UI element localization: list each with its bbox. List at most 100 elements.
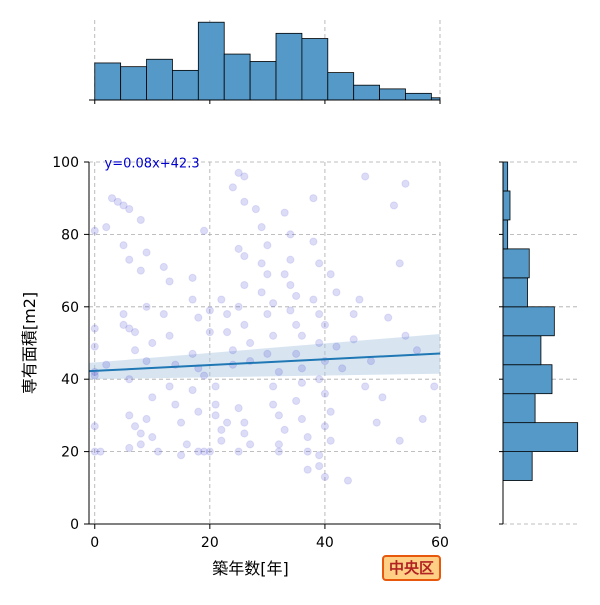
scatter-point: [217, 436, 226, 445]
top-histogram: [89, 20, 441, 104]
scatter-point: [320, 320, 330, 329]
scatter-point: [240, 172, 249, 181]
scatter-point: [142, 248, 151, 257]
scatter-point: [165, 382, 174, 391]
scatter-point: [326, 270, 335, 279]
scatter-point: [96, 447, 105, 456]
scatter-point: [90, 342, 99, 351]
scatter-point: [240, 252, 249, 261]
scatter-point: [263, 309, 272, 319]
right-hist-bar: [502, 393, 536, 424]
scatter-point: [274, 367, 283, 377]
scatter-point: [199, 371, 209, 380]
right-hist-bar: [502, 335, 542, 366]
scatter-point: [309, 194, 318, 203]
right-hist-bar: [502, 161, 509, 192]
scatter-point: [332, 288, 341, 297]
scatter-point: [292, 349, 301, 358]
scatter-point: [315, 461, 324, 471]
scatter-point: [315, 309, 324, 319]
y-tick-label: 60: [61, 300, 79, 316]
scatter-point: [401, 179, 410, 188]
scatter-point: [395, 259, 404, 268]
top-hist-bar: [249, 61, 277, 101]
scatter-point: [194, 407, 203, 416]
right-hist-bar: [502, 219, 509, 250]
scatter-point: [418, 414, 427, 424]
scatter-point: [292, 291, 301, 301]
scatter-point: [119, 309, 128, 319]
scatter-point: [320, 389, 330, 398]
scatter-point: [326, 407, 335, 416]
scatter-point: [251, 204, 260, 214]
scatter-point: [136, 215, 145, 225]
scatter-point: [412, 346, 422, 355]
right-hist-bar: [502, 190, 511, 221]
scatter-point: [234, 244, 243, 253]
scatter-point: [125, 204, 134, 214]
scatter-point: [188, 295, 197, 304]
scatter-point: [361, 172, 370, 181]
right-hist-bar: [502, 422, 579, 453]
scatter-point: [194, 313, 203, 322]
scatter-point: [176, 451, 186, 460]
scatter-point: [171, 400, 180, 409]
scatter-point: [246, 440, 255, 449]
scatter-point: [205, 447, 214, 456]
scatter-point: [349, 309, 358, 319]
scatter-point: [90, 447, 99, 456]
scatter-point: [292, 396, 301, 406]
top-hist-bar: [120, 66, 147, 101]
scatter-point: [119, 320, 128, 329]
scatter-point: [274, 411, 283, 420]
scatter-point: [246, 338, 255, 348]
y-tick-label: 80: [61, 227, 79, 243]
y-tick-label: 40: [61, 372, 79, 388]
confidence-band: [89, 333, 440, 380]
y-tick-label: 20: [61, 445, 79, 461]
scatter-point: [257, 259, 266, 268]
scatter-point: [228, 346, 237, 355]
scatter-point: [199, 447, 209, 456]
ward-badge: 中央区: [382, 555, 442, 581]
scatter-point: [338, 364, 347, 373]
scatter-point: [217, 425, 226, 434]
scatter-point: [297, 378, 307, 387]
scatter-point: [269, 382, 278, 391]
top-hist-bar: [353, 84, 380, 101]
right-hist-bar: [502, 364, 553, 395]
scatter-point: [176, 418, 186, 427]
scatter-point: [188, 273, 197, 282]
scatter-point: [142, 414, 151, 424]
scatter-point: [366, 357, 376, 366]
scatter-point: [372, 418, 381, 427]
scatter-point: [286, 255, 295, 264]
scatter-point: [90, 371, 99, 380]
scatter-point: [119, 201, 128, 210]
scatter-point: [401, 331, 410, 340]
scatter-point: [240, 197, 249, 206]
main-scatter-axes: y=0.08x+42.3 0 20 40 60 0 20 40 60 80 100 築年数[年] 専有面…: [20, 155, 449, 578]
scatter-point: [355, 295, 364, 304]
scatter-point: [222, 418, 232, 427]
x-axis-label: 築年数[年]: [212, 559, 289, 578]
scatter-point: [378, 393, 387, 402]
right-hist-bar: [502, 277, 528, 308]
scatter-point: [125, 375, 134, 384]
scatter-point: [234, 447, 243, 456]
scatter-point: [182, 440, 191, 449]
scatter-point: [303, 447, 312, 456]
scatter-point: [280, 425, 289, 434]
scatter-point: [113, 197, 122, 206]
scatter-point: [125, 411, 134, 420]
scatter-point: [309, 237, 318, 246]
scatter-point: [234, 168, 243, 177]
scatter-point: [125, 255, 134, 264]
scatter-point: [269, 400, 278, 409]
scatter-point: [315, 375, 324, 384]
scatter-point: [315, 338, 324, 348]
scatter-point: [315, 259, 324, 268]
scatter-point: [90, 226, 99, 235]
scatter-point: [234, 404, 243, 413]
